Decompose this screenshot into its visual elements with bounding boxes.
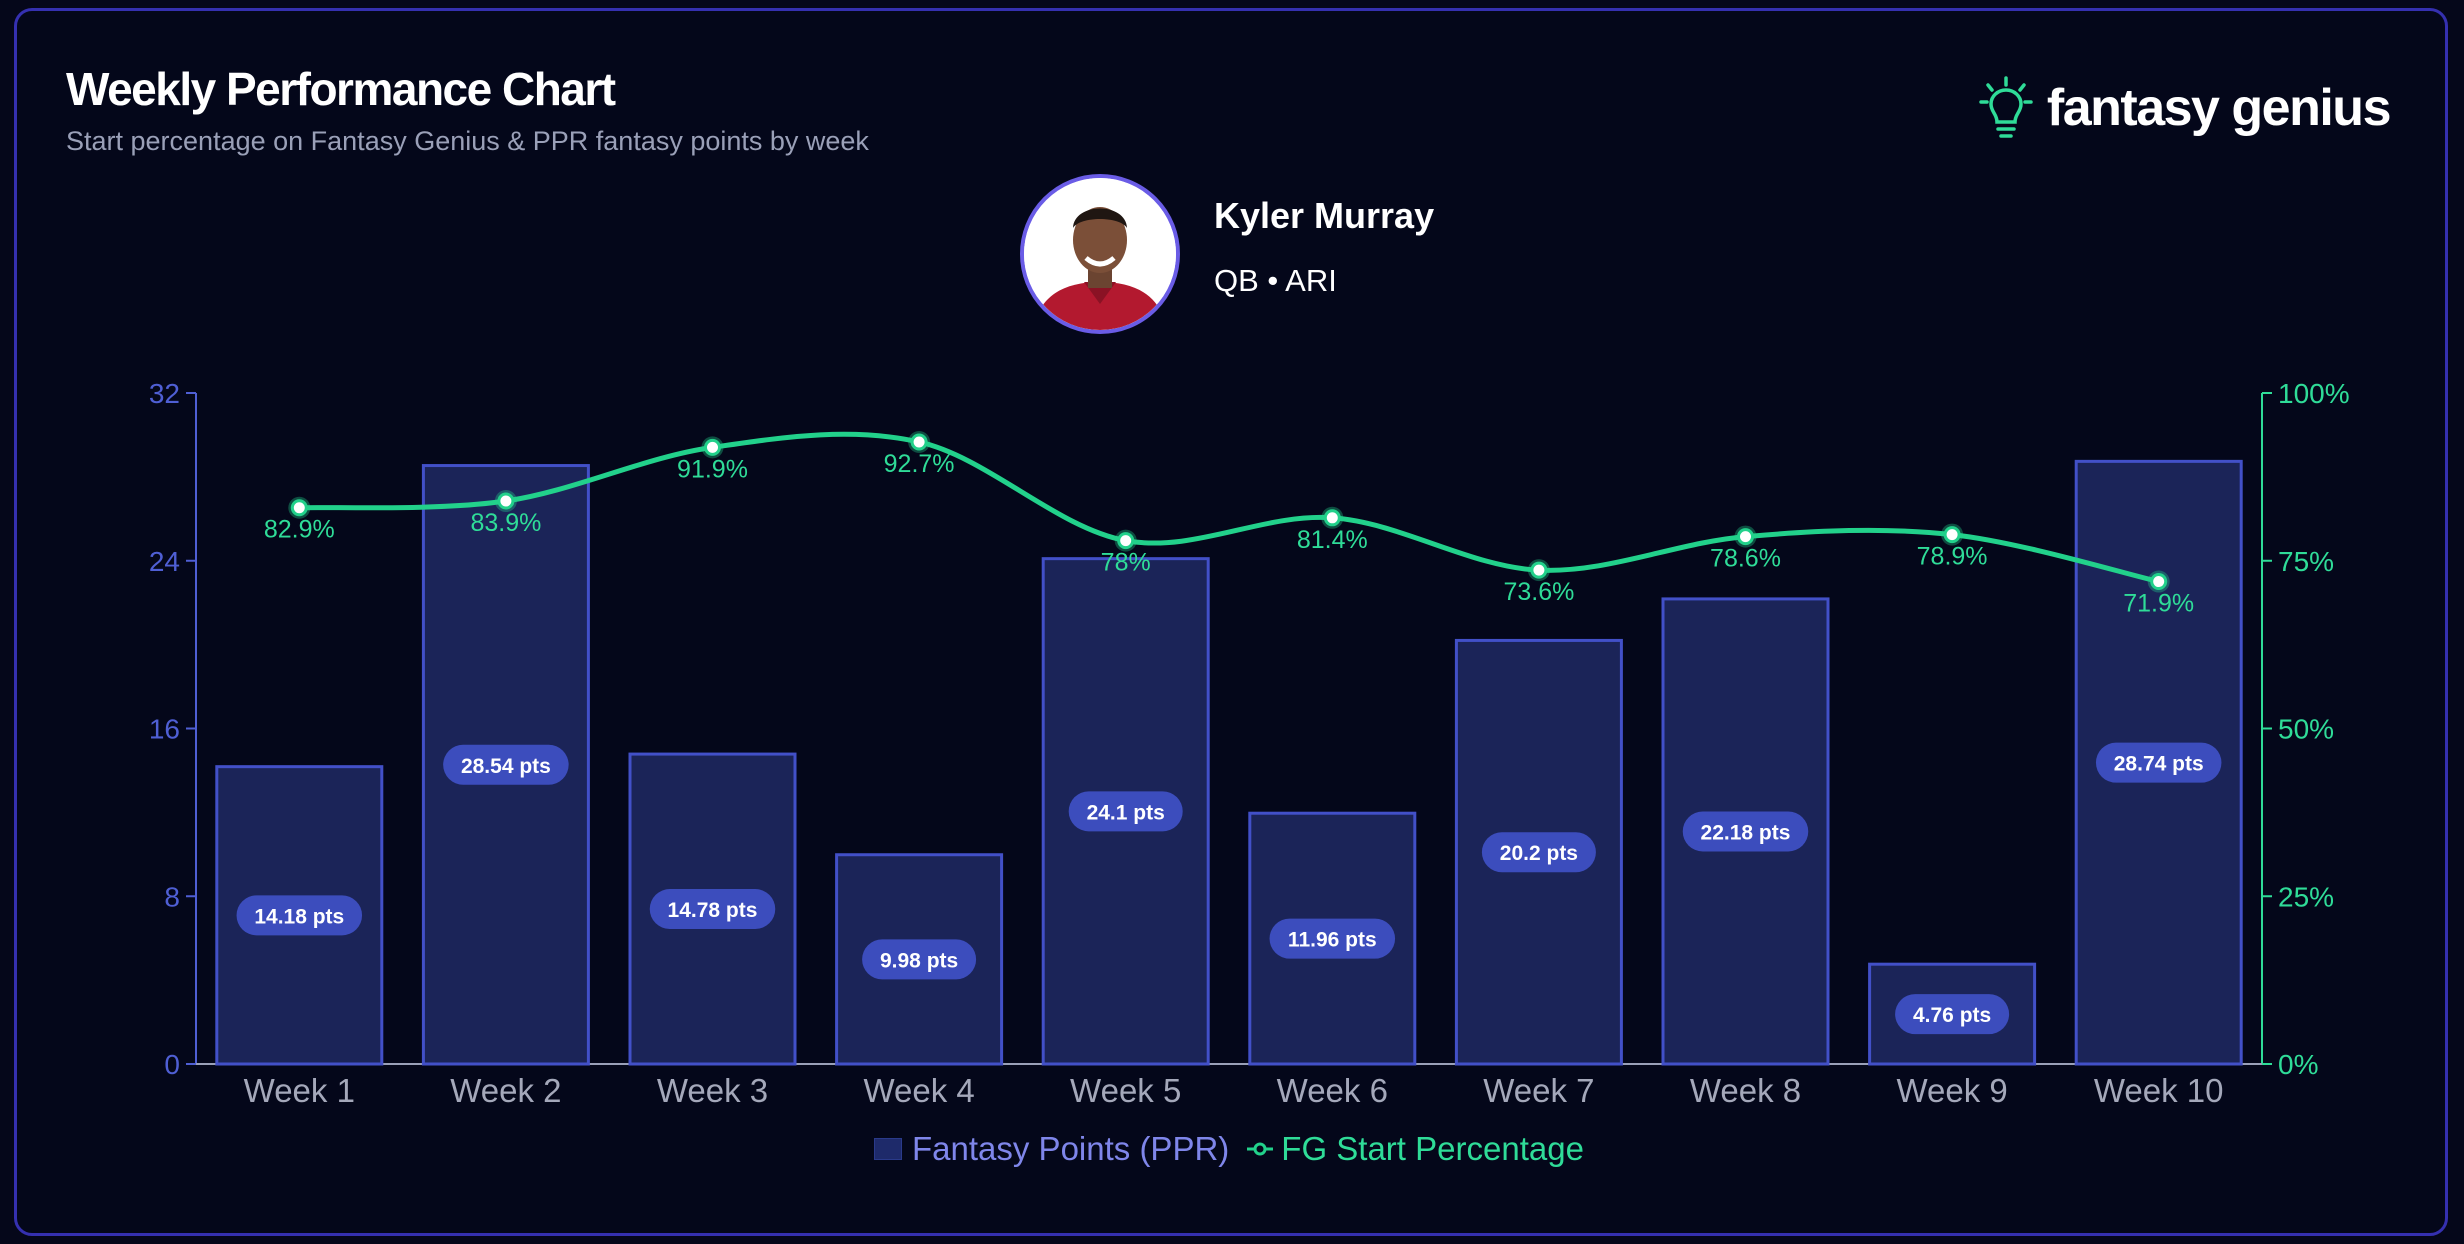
bar-data-label: 14.78 pts [668,899,758,922]
left-tick-label: 16 [149,714,180,745]
brand-logo: fantasy genius [1977,74,2392,142]
bar-data-label: 14.18 pts [254,905,344,928]
legend-item-bars[interactable]: Fantasy Points (PPR) [874,1130,1229,1168]
bar-label-pill [236,895,363,936]
right-tick-label: 75% [2278,546,2334,577]
legend-item-line[interactable]: FG Start Percentage [1229,1130,1584,1168]
x-tick-label: Week 10 [2094,1072,2224,1109]
bar-data-label: 9.98 pts [880,949,958,972]
chart-subtitle: Start percentage on Fantasy Genius & PPR… [66,126,869,156]
bar-data-label: 4.76 pts [1913,1004,1991,1027]
left-tick-label: 24 [149,546,180,577]
line-point [910,433,928,451]
bar-data-label: 20.2 pts [1500,842,1578,865]
line-point [1943,526,1961,544]
line-data-label: 92.7% [884,450,955,478]
right-tick-label: 100% [2278,378,2350,409]
line-data-label: 78% [1101,549,1151,577]
line-point [1323,509,1341,527]
left-tick-label: 32 [149,378,180,409]
chart-card [14,8,2448,1236]
brand-name: fantasy genius [2046,79,2392,137]
player-card: Kyler Murray QB • ARI [1020,174,1434,334]
bar-label-pill [2095,742,2222,783]
line-data-label: 83.9% [470,509,541,537]
left-tick-label: 8 [164,881,180,912]
line-point [1117,532,1135,550]
lightbulb-icon [1979,76,2033,138]
bar-label-pill [649,889,776,930]
right-tick-label: 0% [2278,1049,2318,1080]
bar-label-pill [1068,791,1183,832]
chart-title: Weekly Performance Chart [66,63,616,115]
legend-bars-label: Fantasy Points (PPR) [912,1130,1230,1167]
x-tick-label: Week 6 [1277,1072,1388,1109]
x-tick-label: Week 8 [1690,1072,1801,1109]
line-point [497,492,515,510]
player-photo [1024,178,1176,330]
bar-data-label: 28.74 pts [2114,753,2204,776]
legend-bar-swatch [874,1138,902,1160]
x-tick-label: Week 9 [1896,1072,2007,1109]
bar-data-label: 22.18 pts [1701,821,1791,844]
x-tick-label: Week 2 [450,1072,561,1109]
line-data-label: 81.4% [1297,526,1368,554]
start-percentage-line [299,431,2160,584]
bar-label-pill [443,744,569,785]
x-tick-label: Week 3 [657,1072,768,1109]
x-tick-label: Week 5 [1070,1072,1181,1109]
left-tick-label: 0 [164,1049,180,1080]
bar-label-pill [862,939,977,980]
bar-data-label: 11.96 pts [1288,929,1377,952]
bar-label-pill [1269,918,1396,959]
line-data-label: 78.6% [1710,545,1781,573]
right-tick-label: 50% [2278,714,2334,745]
line-point [1737,528,1754,546]
line-data-label: 91.9% [677,455,748,483]
bar-data-label: 24.1 pts [1087,801,1165,824]
line-data-label: 82.9% [264,516,335,544]
x-tick-label: Week 4 [863,1072,974,1109]
line-data-label: 78.9% [1917,543,1988,571]
line-point [2150,573,2168,591]
player-avatar [1020,174,1180,334]
bar-data-label: 28.54 pts [461,755,551,778]
x-tick-label: Week 7 [1483,1072,1594,1109]
right-tick-label: 25% [2278,881,2334,912]
line-point [704,438,721,456]
player-position-team: QB • ARI [1214,263,1337,298]
line-data-label: 73.6% [1503,578,1574,606]
line-point [290,499,308,517]
legend-line-label: FG Start Percentage [1281,1130,1584,1167]
bar-label-pill [1682,811,1809,852]
bar-label-pill [1481,832,1596,873]
line-data-label: 71.9% [2123,590,2194,618]
chart-legend: Fantasy Points (PPR) FG Start Percentage [874,1130,1584,1168]
bar-label-pill [1895,994,2010,1035]
line-point [1530,561,1548,579]
legend-line-icon [1247,1142,1274,1156]
x-tick-label: Week 1 [244,1072,355,1109]
player-name: Kyler Murray [1214,195,1435,236]
